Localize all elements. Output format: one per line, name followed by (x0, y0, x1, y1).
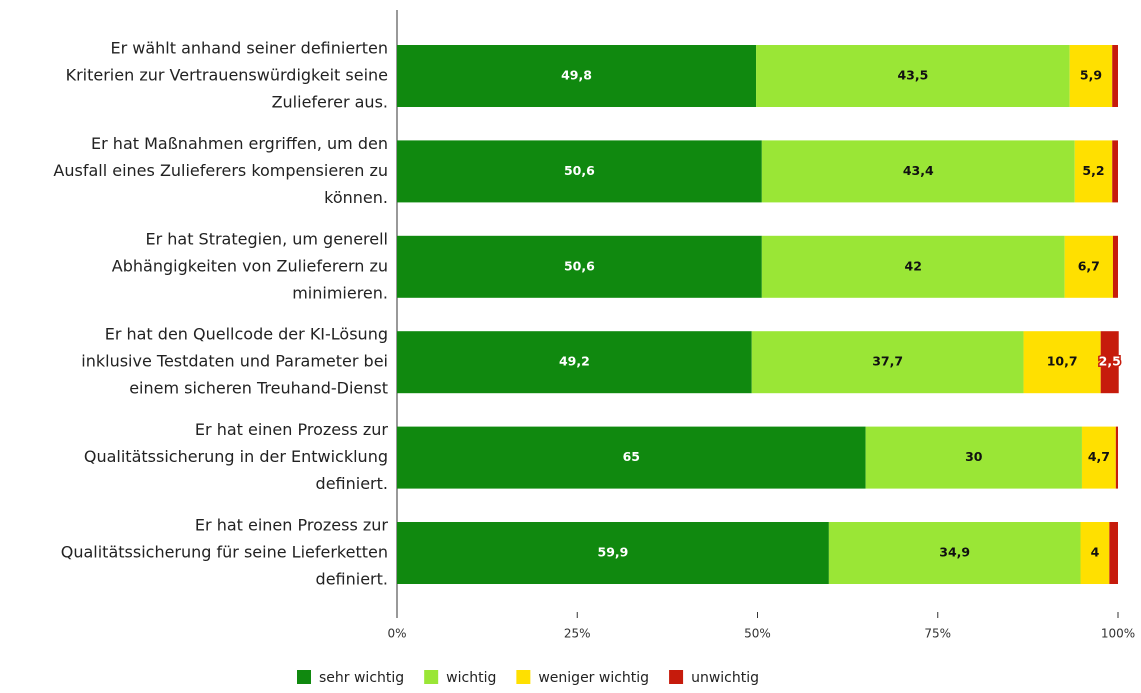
legend-swatch (297, 670, 311, 684)
category-label: Abhängigkeiten von Zulieferern zu (112, 256, 388, 275)
category-label: definiert. (316, 570, 388, 589)
category-label: Qualitätssicherung in der Entwicklung (84, 447, 388, 466)
x-tick-label: 0% (387, 627, 406, 641)
data-label: 6,7 (1078, 258, 1100, 273)
category-label: minimieren. (292, 283, 388, 302)
bar-segment (1080, 522, 1110, 584)
data-label: 49,8 (561, 68, 592, 83)
data-label: 10,7 (1047, 354, 1078, 369)
bar-segment (751, 331, 1024, 394)
data-label: 65 (623, 449, 640, 464)
bar-segment (397, 522, 829, 584)
bar-segment (397, 331, 752, 394)
x-tick-label: 100% (1101, 627, 1135, 641)
data-label: 30 (965, 449, 983, 464)
bar-segment (1109, 522, 1118, 584)
bar-segment (865, 426, 1082, 489)
category-label: definiert. (316, 474, 388, 493)
legend-swatch (669, 670, 684, 684)
data-label: 43,4 (903, 163, 934, 178)
bar-segment (397, 426, 866, 489)
data-label: 4,7 (1088, 449, 1110, 464)
bar-segment (1023, 331, 1101, 394)
data-label: 59,9 (598, 545, 629, 560)
bar-segment (1100, 331, 1119, 394)
category-label: Kriterien zur Vertrauenswürdigkeit seine (66, 66, 388, 85)
legend-label: sehr wichtig (319, 670, 404, 686)
bar-segment (761, 235, 1065, 298)
data-label: 5,9 (1080, 68, 1102, 83)
bar-segment (756, 45, 1070, 107)
data-label: 43,5 (897, 68, 928, 83)
data-label: 4 (1091, 545, 1100, 560)
category-label: können. (324, 188, 388, 207)
category-label: Qualitätssicherung für seine Lieferkette… (61, 543, 388, 562)
legend-label: unwichtig (691, 670, 759, 686)
bar-segment (828, 522, 1081, 584)
legend-label: wichtig (446, 670, 496, 686)
bar-segment (397, 140, 762, 203)
bar-segment (1081, 426, 1116, 489)
category-label: inklusive Testdaten und Parameter bei (81, 352, 388, 371)
x-tick-label: 25% (564, 627, 591, 641)
data-label: 5,2 (1082, 163, 1104, 178)
legend-label: weniger wichtig (538, 670, 649, 686)
category-label: Er hat einen Prozess zur (195, 516, 389, 535)
data-label: 34,9 (939, 545, 970, 560)
bar-segment (1112, 140, 1118, 203)
bar-segment (397, 45, 757, 107)
legend-swatch (516, 670, 531, 684)
data-label: 37,7 (872, 354, 903, 369)
data-label: 2,5 (1099, 354, 1121, 369)
category-label: Er hat den Quellcode der KI-Lösung (105, 325, 388, 344)
bar-segment (1115, 426, 1118, 489)
data-label: 50,6 (564, 258, 595, 273)
bar-segment (1074, 140, 1113, 203)
x-tick-label: 75% (924, 627, 951, 641)
bar-segment (397, 235, 762, 298)
category-label: Er wählt anhand seiner definierten (111, 39, 389, 58)
legend-swatch (424, 670, 439, 684)
category-label: Er hat Maßnahmen ergriffen, um den (91, 134, 388, 153)
bar-segment (761, 140, 1075, 203)
data-label: 50,6 (564, 163, 595, 178)
category-label: Ausfall eines Zulieferers kompensieren z… (53, 161, 388, 180)
bar-segment (1112, 235, 1118, 298)
category-label: einem sicheren Treuhand-Dienst (129, 379, 388, 398)
bar-segment (1064, 235, 1113, 298)
category-label: Er hat einen Prozess zur (195, 420, 389, 439)
category-label: Zulieferer aus. (272, 93, 388, 112)
data-label: 49,2 (559, 354, 590, 369)
bar-segment (1112, 45, 1118, 107)
data-label: 42 (905, 258, 922, 273)
bar-segment (1069, 45, 1113, 107)
x-tick-label: 50% (744, 627, 771, 641)
category-label: Er hat Strategien, um generell (145, 229, 388, 248)
